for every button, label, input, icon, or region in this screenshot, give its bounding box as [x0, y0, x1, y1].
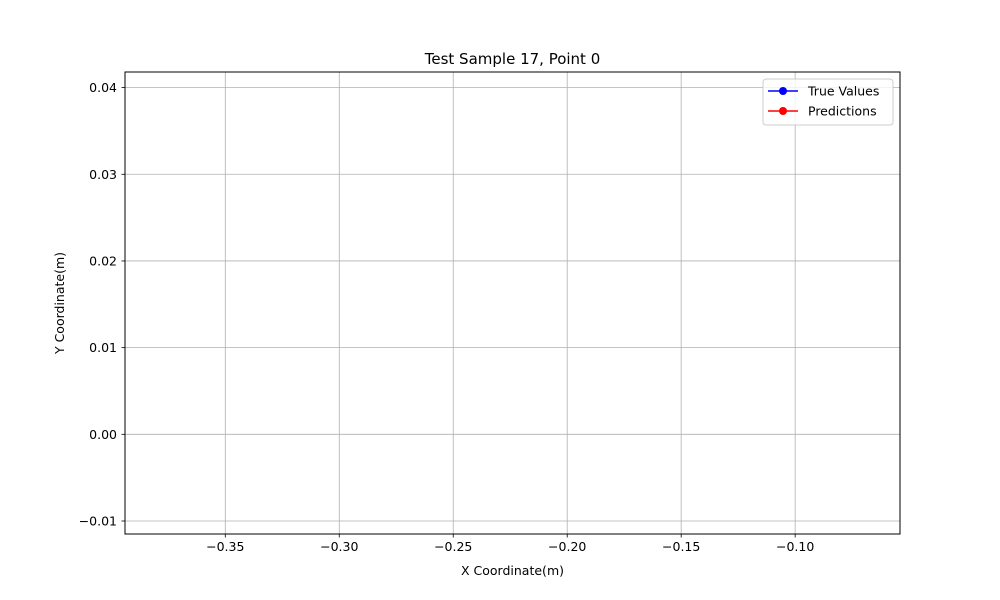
chart-title: Test Sample 17, Point 0	[424, 50, 601, 68]
y-axis-label: Y Coordinate(m)	[52, 252, 67, 355]
y-tick-label: −0.01	[79, 513, 117, 528]
x-tick-label: −0.15	[662, 539, 700, 554]
y-tick-label: 0.01	[89, 340, 117, 355]
grid	[125, 72, 900, 534]
x-tick-label: −0.20	[548, 539, 586, 554]
x-tick-label: −0.10	[776, 539, 814, 554]
legend-marker	[779, 87, 787, 95]
x-axis-label: X Coordinate(m)	[461, 563, 564, 578]
plot-frame	[124, 71, 901, 535]
y-tick-label: 0.00	[89, 427, 117, 442]
legend-label: Predictions	[808, 104, 877, 119]
legend-label: True Values	[807, 84, 879, 99]
legend-marker	[779, 107, 787, 115]
y-axis-ticks: −0.01 0.00 0.01 0.02 0.03 0.04	[79, 80, 125, 528]
y-tick-label: 0.04	[89, 80, 117, 95]
legend: True Values Predictions	[762, 78, 894, 126]
legend-item: Predictions	[768, 104, 877, 119]
legend-item: True Values	[768, 84, 879, 99]
x-tick-label: −0.25	[434, 539, 472, 554]
x-tick-label: −0.30	[320, 539, 358, 554]
x-axis-ticks: −0.35 −0.30 −0.25 −0.20 −0.15 −0.10	[206, 534, 814, 554]
y-tick-label: 0.02	[89, 253, 117, 268]
y-tick-label: 0.03	[89, 167, 117, 182]
x-tick-label: −0.35	[206, 539, 244, 554]
